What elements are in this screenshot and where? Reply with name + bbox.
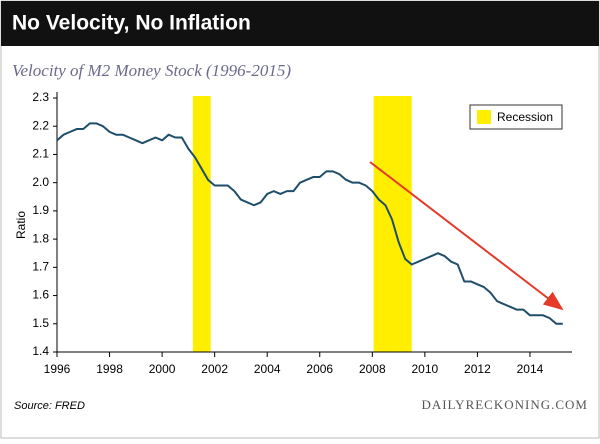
recession-band [192,96,211,352]
title-bar [1,1,599,46]
x-tick-label: 2014 [517,362,544,376]
y-tick-label: 1.5 [32,316,49,330]
legend-label: Recession [497,110,553,124]
y-tick-label: 1.8 [32,231,49,245]
legend-swatch [477,110,491,124]
x-tick-label: 2008 [359,362,386,376]
y-tick-label: 1.7 [32,260,49,274]
source: Source: FRED [14,400,85,412]
y-tick-label: 2.0 [32,175,49,189]
x-tick-label: 2002 [201,362,228,376]
x-tick-label: 2006 [306,362,333,376]
y-tick-label: 2.3 [32,90,49,104]
y-tick-label: 2.2 [32,118,49,132]
trend-arrow [369,161,564,311]
chart-title: No Velocity, No Inflation [12,12,251,35]
plot-area: 1.4 1.5 1.6 1.7 1.8 1.9 2.0 2.1 2.2 2.3 1996 1998 20… [32,90,572,376]
chart-subtitle: Velocity of M2 Money Stock (1996-2015) [12,61,291,80]
x-tick-label: 2012 [464,362,491,376]
y-axis-label: Ratio [14,211,28,239]
x-tick-label: 2000 [149,362,176,376]
x-tick-label: 1996 [44,362,71,376]
y-tick-label: 2.1 [32,147,49,161]
x-tick-label: 2010 [412,362,439,376]
y-tick-label: 1.6 [32,288,49,302]
y-tick-label: 1.4 [32,344,49,358]
data-line [56,122,563,325]
y-tick-label: 1.9 [32,203,49,217]
x-tick-label: 1998 [96,362,123,376]
brand: DAILYRECKONING.COM [421,397,588,412]
x-tick-label: 2004 [254,362,281,376]
